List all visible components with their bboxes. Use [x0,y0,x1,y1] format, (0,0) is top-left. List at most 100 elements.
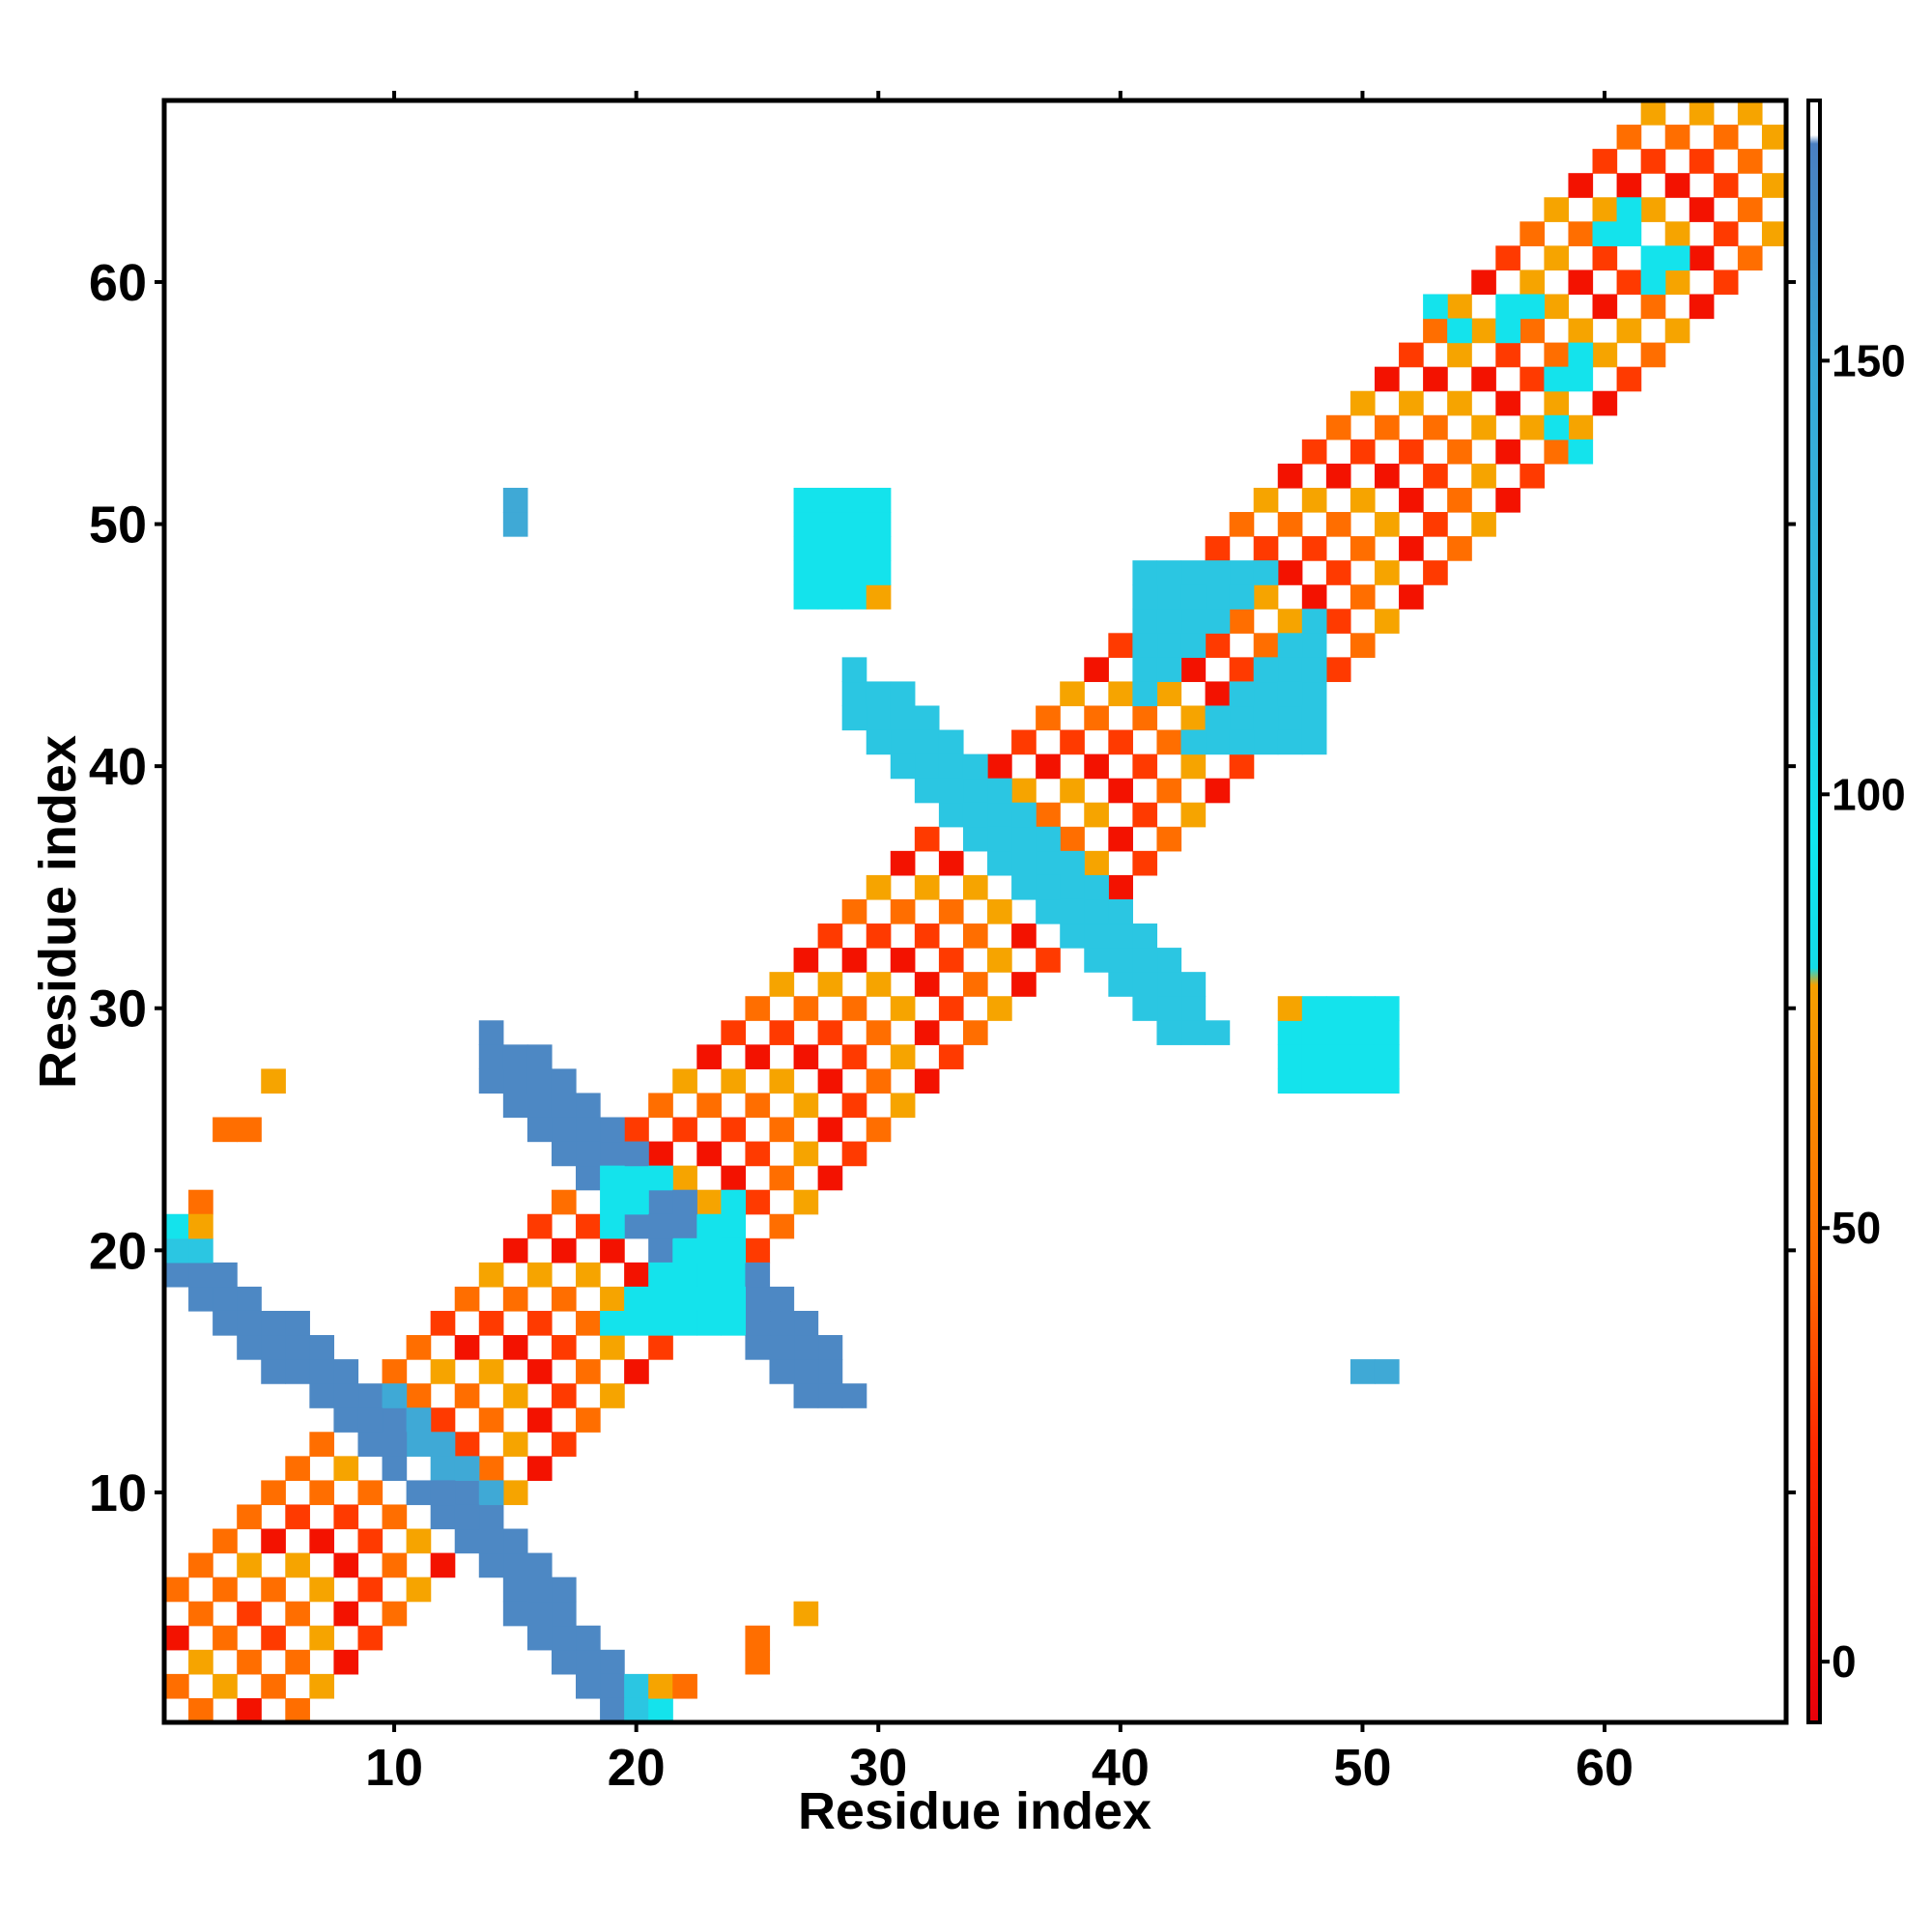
heatmap-cell [817,487,843,513]
heatmap-cell [1737,100,1763,126]
heatmap-cell [164,1673,189,1699]
heatmap-cell [1761,221,1787,246]
heatmap-cell [1495,439,1520,465]
heatmap-cell [793,560,819,585]
heatmap-cell [1253,536,1279,561]
heatmap-cell [237,1697,262,1723]
x-tick-label: 20 [608,1739,666,1797]
heatmap-cell [624,1117,649,1143]
heatmap-cell [576,1649,601,1675]
heatmap-cell [793,1601,819,1627]
heatmap-cell [551,1117,577,1143]
heatmap-cell [1374,1044,1400,1069]
heatmap-cell [1568,439,1594,465]
heatmap-cell [793,996,819,1021]
heatmap-cell [1036,826,1061,852]
heatmap-cell [817,584,843,610]
heatmap-cell [478,1310,504,1336]
heatmap-cell [309,1528,335,1554]
heatmap-cell [890,850,916,876]
heatmap-cell [188,1697,213,1723]
heatmap-cell [890,996,916,1021]
heatmap-cell [1616,221,1642,246]
heatmap-cell [213,1577,238,1603]
heatmap-cell [987,898,1012,924]
heatmap-cell [576,1310,601,1336]
heatmap-cell [914,972,940,997]
heatmap-cell [1374,414,1400,440]
heatmap-cell [1713,173,1739,198]
heatmap-cell [1011,729,1037,755]
heatmap-cell [769,1213,795,1239]
heatmap-cell [576,1213,601,1239]
heatmap-cell [1423,366,1448,392]
heatmap-cell [309,1432,335,1457]
heatmap-cell [1229,657,1255,683]
heatmap-cell [1301,657,1327,683]
heatmap-cell [648,1697,673,1723]
heatmap-cell [1277,560,1303,585]
heatmap-cell [1471,318,1496,344]
heatmap-cell [648,1310,673,1336]
heatmap-cell [841,487,867,513]
heatmap-cell [624,1141,649,1167]
heatmap-cell [745,1335,771,1360]
heatmap-cell [576,1093,601,1119]
heatmap-cell [1592,390,1618,416]
heatmap-cell [1108,898,1133,924]
heatmap-cell [1156,826,1182,852]
heatmap-cell [817,1165,843,1191]
heatmap-cell [769,1020,795,1045]
heatmap-cell [1180,972,1207,997]
heatmap-cell [648,1213,673,1239]
heatmap-cell [309,1480,335,1506]
heatmap-cell [793,1189,819,1215]
heatmap-cell [1592,342,1618,368]
heatmap-cell [1495,245,1520,271]
heatmap-cell [1011,850,1037,876]
heatmap-cell [1060,729,1085,755]
heatmap-cell [841,1141,867,1167]
heatmap-cell [841,657,867,683]
heatmap-cell [1350,1044,1376,1069]
heatmap-cell [430,1359,456,1384]
heatmap-cell [576,1673,601,1699]
heatmap-cell [1544,197,1570,222]
heatmap-cell [164,1577,189,1603]
heatmap-cell [721,1237,747,1264]
heatmap-cell [1350,1359,1376,1384]
heatmap-cell [1399,487,1424,513]
heatmap-cell [478,1552,504,1578]
heatmap-cell [1399,390,1424,416]
heatmap-cell [1011,826,1037,852]
heatmap-cell [454,1383,480,1408]
heatmap-cell [333,1601,359,1627]
heatmap-cell [502,1237,528,1264]
heatmap-cell [1374,609,1400,634]
heatmap-cell [1132,753,1158,780]
heatmap-cell [1520,294,1545,320]
heatmap-cell [1423,463,1448,489]
heatmap-cell [672,1310,697,1336]
heatmap-cell [551,1577,577,1603]
heatmap-cell [600,1673,625,1699]
heatmap-cell [1084,705,1109,731]
heatmap-cell [526,1310,553,1336]
heatmap-cell [600,1165,625,1191]
y-axis-ticks: 10 20 30 40 50 60 [89,254,1796,1522]
heatmap-cell [188,1262,213,1288]
heatmap-cell [551,1625,577,1651]
heatmap-cell [1325,414,1351,440]
heatmap-cell [721,1213,747,1239]
heatmap-cell [551,1432,577,1457]
heatmap-cell [721,1117,747,1143]
heatmap-cell [1036,874,1061,900]
heatmap-cell [1205,705,1231,731]
heatmap-cell [1156,948,1182,973]
heatmap-cell [841,996,867,1021]
heatmap-cell [672,1262,697,1288]
heatmap-cell [938,778,964,804]
heatmap-cell [1253,681,1279,707]
heatmap-cell [1036,898,1061,924]
heatmap-cell [1423,560,1448,585]
